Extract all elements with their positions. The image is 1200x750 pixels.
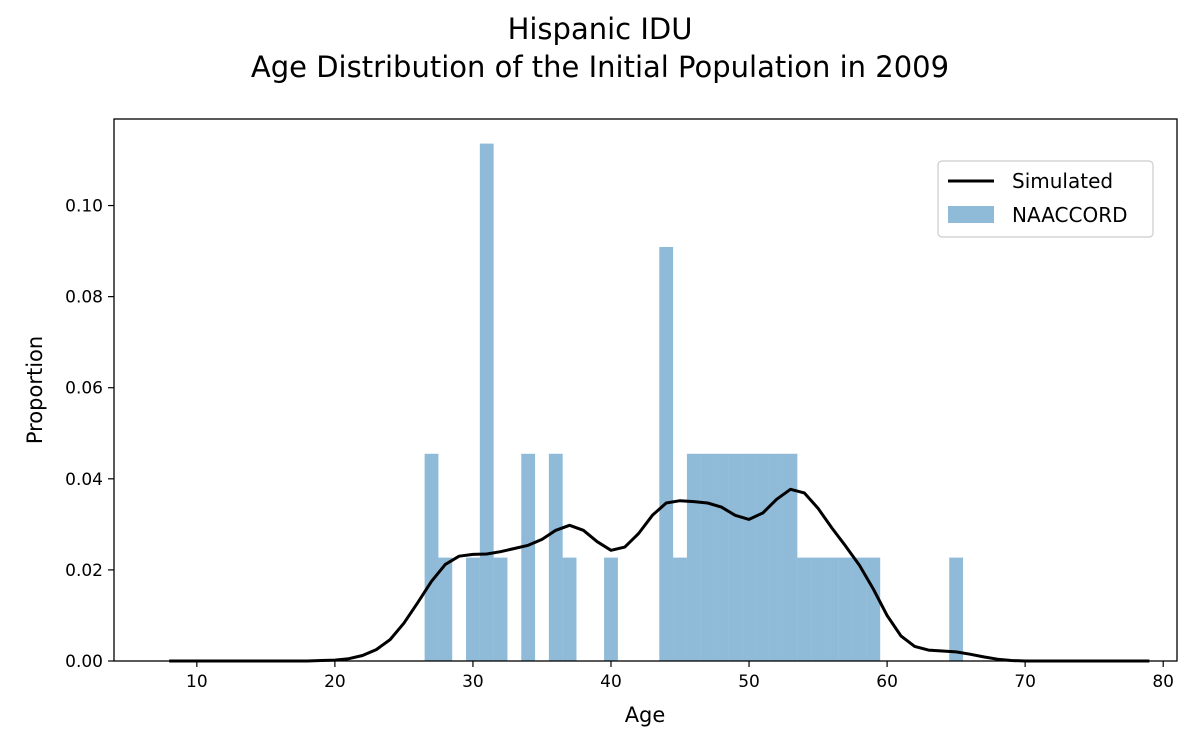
x-tick-label: 20 [324,672,346,692]
histogram-bar [783,453,798,661]
histogram-bar [521,453,536,661]
x-tick-label: 60 [876,672,898,692]
plot-frame [113,118,1178,662]
histogram-bar [659,246,674,662]
x-tick-label: 10 [186,672,208,692]
y-tick-label: 0.06 [65,379,103,399]
histogram-bar [438,557,453,661]
histogram-bar [852,557,867,661]
histogram-bar [548,453,563,661]
x-axis-ticks: 10 20 30 40 50 60 70 80 [186,661,1174,692]
histogram-bar [949,557,964,661]
histogram-bar [838,557,853,661]
histogram-bar [466,557,480,661]
histogram-bar [424,453,439,661]
histogram-bar [686,453,701,661]
histogram-bar [728,453,743,661]
x-tick-label: 70 [1014,672,1036,692]
histogram-bar [479,143,494,661]
histogram-bar [493,557,508,661]
histogram-bars [424,143,964,662]
x-tick-label: 30 [462,672,484,692]
y-tick-label: 0.04 [65,470,103,490]
x-tick-label: 40 [600,672,622,692]
chart-title-line-2: Age Distribution of the Initial Populati… [250,50,950,84]
y-tick-label: 0.00 [65,652,103,672]
x-tick-label: 50 [738,672,760,692]
histogram-bar [769,453,784,661]
histogram-bar [811,557,825,661]
histogram-bar [824,557,839,661]
histogram-bar [866,557,881,661]
legend-simulated-label: Simulated [1012,169,1113,193]
histogram-bar [714,453,729,661]
legend: Simulated NAACCORD [937,160,1154,238]
simulated-line [169,487,1150,663]
histogram-bar [700,453,715,661]
histogram-bar [673,557,687,661]
histogram-bar [604,557,618,661]
legend-naaccord-label: NAACCORD [1012,203,1128,227]
histogram-bar [755,453,770,661]
x-tick-label: 80 [1152,672,1174,692]
x-axis-label: Age [625,703,666,727]
histogram-bar [797,557,812,661]
y-axis-ticks: 0.00 0.02 0.04 0.06 0.08 0.10 [65,197,114,672]
y-axis-label: Proportion [23,336,47,444]
y-tick-label: 0.10 [65,197,103,217]
y-tick-label: 0.08 [65,288,103,308]
chart-title-line-1: Hispanic IDU [507,12,693,46]
y-tick-label: 0.02 [65,561,103,581]
legend-naaccord-swatch [948,206,994,223]
histogram-bar [562,557,577,661]
histogram-bar [742,453,756,661]
